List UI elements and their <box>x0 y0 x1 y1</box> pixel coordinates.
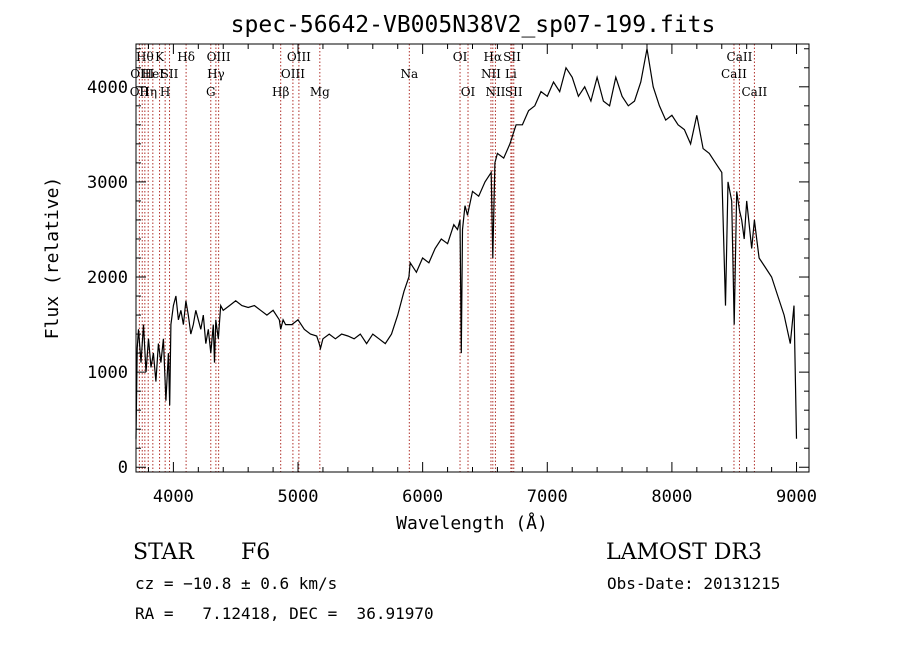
x-axis-label: Wavelength (Å) <box>396 512 548 534</box>
chart-title: spec-56642-VB005N38V2_sp07-199.fits <box>231 12 716 38</box>
spectral-line-label: Hθ <box>136 50 154 64</box>
spectral-line-label: Hδ <box>177 50 195 64</box>
spectrum-line <box>135 48 798 439</box>
x-tick-label: 9000 <box>776 487 817 507</box>
spectral-line-label: CaII <box>721 67 747 81</box>
y-axis-label: Flux (relative) <box>42 177 63 340</box>
spectral-line-label: Hβ <box>272 85 289 99</box>
spectral-line-label: NII <box>481 67 501 81</box>
y-tick-label: 1000 <box>87 363 128 383</box>
spectrum-chart: spec-56642-VB005N38V2_sp07-199.fits OII O… <box>42 12 817 534</box>
x-tick-label: 8000 <box>651 487 692 507</box>
object-class: STAR <box>133 540 194 565</box>
y-axis-ticks: 0 1000 2000 3000 4000 <box>87 48 809 478</box>
survey-name: LAMOST DR3 <box>606 540 762 565</box>
spectral-line-markers <box>138 44 755 472</box>
y-tick-label: 4000 <box>87 78 128 98</box>
spectral-line-label: K <box>155 50 165 64</box>
spectral-line-label: OI <box>461 85 476 99</box>
spectral-line-label: SII <box>505 85 523 99</box>
coordinates-readout: RA = 7.12418, DEC = 36.91970 <box>135 604 434 623</box>
spectral-line-label: Hη <box>139 85 157 99</box>
spectral-line-label: OII <box>130 85 150 99</box>
observation-date: Obs-Date: 20131215 <box>607 574 781 593</box>
spectral-line-label: Mg <box>310 85 330 99</box>
x-tick-label: 4000 <box>153 487 194 507</box>
spectral-line-label: OI <box>453 50 468 64</box>
spectral-line-label: H <box>160 85 170 99</box>
spectral-line-label: CaII <box>727 50 753 64</box>
spectral-line-label: Hγ <box>207 67 225 81</box>
spectral-line-label: SII <box>503 50 521 64</box>
x-tick-label: 7000 <box>527 487 568 507</box>
y-tick-label: 0 <box>118 458 128 478</box>
x-axis-ticks: 4000 5000 6000 7000 8000 9000 <box>147 44 817 507</box>
spectral-line-label: G <box>206 85 216 99</box>
spectral-line-label: Hα <box>484 50 503 64</box>
plot-frame <box>135 43 810 473</box>
y-tick-label: 2000 <box>87 268 128 288</box>
spectral-line-label: Na <box>400 67 418 81</box>
spectral-line-label: NII <box>485 85 505 99</box>
spectral-line-label: SII <box>161 67 179 81</box>
redshift-readout: cz = −10.8 ± 0.6 km/s <box>135 574 338 593</box>
spectral-line-label: OIII <box>287 50 311 64</box>
y-tick-label: 3000 <box>87 173 128 193</box>
object-subclass: F6 <box>241 540 271 565</box>
x-tick-label: 6000 <box>402 487 443 507</box>
x-tick-label: 5000 <box>278 487 319 507</box>
spectral-line-label: HeI <box>142 67 165 81</box>
spectral-line-labels: OIIOIIIHθHηHeIKHSIIHδGHγOIIIHβOIIIOIIIMg… <box>130 50 768 99</box>
spectral-line-label: Li <box>505 67 517 81</box>
spectral-line-label: OIII <box>207 50 231 64</box>
spectral-line-label: CaII <box>741 85 767 99</box>
spectral-line-label: OIII <box>281 67 305 81</box>
